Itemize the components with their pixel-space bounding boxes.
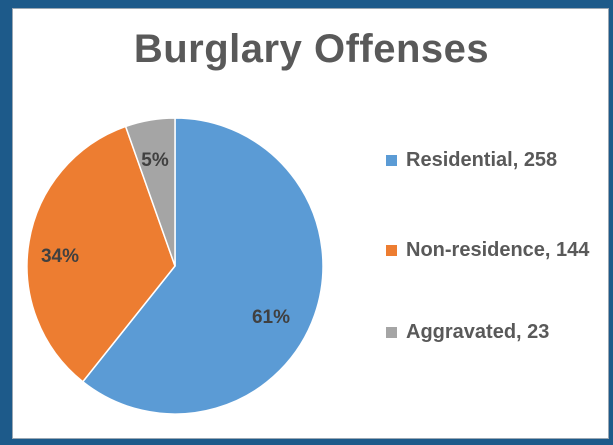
pie-slice-non-residence xyxy=(26,125,176,383)
pie-label-residential: 61% xyxy=(252,307,290,328)
pie-slices xyxy=(26,117,324,415)
pie-label-non-residence: 34% xyxy=(41,246,79,267)
pie-slice-aggravated xyxy=(124,117,176,267)
legend-label-residential: Residential, 258 xyxy=(406,149,558,171)
pie-chart: 61% 34% 5% xyxy=(26,117,324,415)
pie-label-aggravated: 5% xyxy=(141,150,169,171)
legend-swatch-residential xyxy=(386,155,397,166)
pie-labels: 61% 34% 5% xyxy=(41,150,290,328)
legend-label-non-residence: Non-residence, 144 xyxy=(406,239,590,261)
chart-title: Burglary Offenses xyxy=(133,27,490,71)
chart-panel: Burglary Offenses 61% 34% 5% Residential, … xyxy=(12,8,609,439)
legend-label-aggravated: Aggravated, 23 xyxy=(406,321,550,343)
legend-swatch-aggravated xyxy=(386,327,397,338)
pie-slice-residential xyxy=(81,117,324,415)
legend-swatch-non-residence xyxy=(386,245,397,256)
